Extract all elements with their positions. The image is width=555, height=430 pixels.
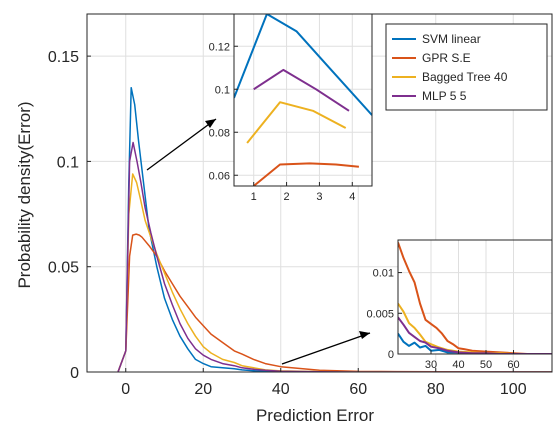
inset-tail-x-tick-label-1: 40: [452, 359, 464, 371]
main-plot-area: [117, 86, 552, 372]
inset-tail-y-tick-label-2: 0.01: [373, 268, 394, 280]
inset-tail: 30 40 50 60 0 0.005 0.01: [366, 239, 553, 371]
main-series-line-0: [117, 86, 552, 372]
inset-peak-frame: [233, 13, 373, 187]
main-x-tick-label-2: 40: [272, 381, 290, 398]
inset-tail-x-tick-label-3: 60: [507, 359, 519, 371]
main-y-tick-label-2: 0.1: [57, 154, 79, 171]
main-x-tick-label-4: 80: [427, 381, 445, 398]
inset-peak-series-line-2: [246, 101, 347, 144]
inset-peak-y-tick-label-1: 0.08: [209, 127, 230, 139]
arrowhead-tail: [359, 331, 370, 339]
main-x-tick-label-3: 60: [349, 381, 367, 398]
arrowhead-peak: [205, 119, 216, 128]
inset-peak-x-tick-label-3: 4: [349, 191, 355, 203]
inset-tail-y-tick-label-0: 0: [388, 349, 394, 361]
inset-peak-y-tick-label-0: 0.06: [209, 170, 230, 182]
inset-tail-y-tick-label-1: 0.005: [366, 308, 394, 320]
legend-label-1: GPR S.E: [422, 51, 471, 65]
arrow-to-tail-inset: [281, 332, 371, 365]
inset-tail-series-line-3: [398, 316, 552, 354]
y-axis-label: Probability density(Error): [15, 101, 34, 288]
legend-label-0: SVM linear: [422, 32, 481, 46]
inset-peak-background: [234, 14, 372, 186]
inset-peak-series-line-1: [253, 162, 359, 186]
main-series-line-3: [117, 141, 552, 372]
inset-peak-x-tick-label-1: 2: [284, 191, 290, 203]
main-y-tick-label-3: 0.15: [48, 49, 79, 66]
main-y-tick-label-1: 0.05: [48, 260, 79, 277]
main-x-tick-label-1: 20: [194, 381, 212, 398]
inset-peak-y-tick-label-3: 0.12: [209, 41, 230, 53]
inset-tail-frame: [397, 239, 553, 355]
main-x-tick-label-0: 0: [121, 381, 130, 398]
inset-peak-x-tick-label-0: 1: [251, 191, 257, 203]
legend: SVM linear GPR S.E Bagged Tree 40 MLP 5 5: [385, 23, 548, 111]
x-axis-label: Prediction Error: [256, 406, 374, 425]
legend-label-2: Bagged Tree 40: [422, 70, 508, 84]
inset-tail-background: [398, 240, 552, 354]
main-series-line-2: [117, 173, 552, 372]
callout-arrows: [146, 118, 371, 365]
inset-peak-series-line-0: [234, 14, 372, 116]
inset-peak-series-line-3: [253, 68, 350, 112]
legend-label-3: MLP 5 5: [422, 89, 467, 103]
arrow-to-peak-inset: [146, 118, 217, 171]
inset-peak-x-tick-label-2: 3: [316, 191, 322, 203]
main-x-tick-label-5: 100: [500, 381, 527, 398]
inset-tail-x-tick-label-2: 50: [480, 359, 492, 371]
inset-peak: 1 2 3 4 0.06 0.08 0.1 0.12: [209, 13, 373, 203]
inset-peak-y-tick-label-2: 0.1: [215, 84, 230, 96]
main-y-tick-label-0: 0: [70, 365, 79, 382]
inset-tail-x-tick-label-0: 30: [425, 359, 437, 371]
